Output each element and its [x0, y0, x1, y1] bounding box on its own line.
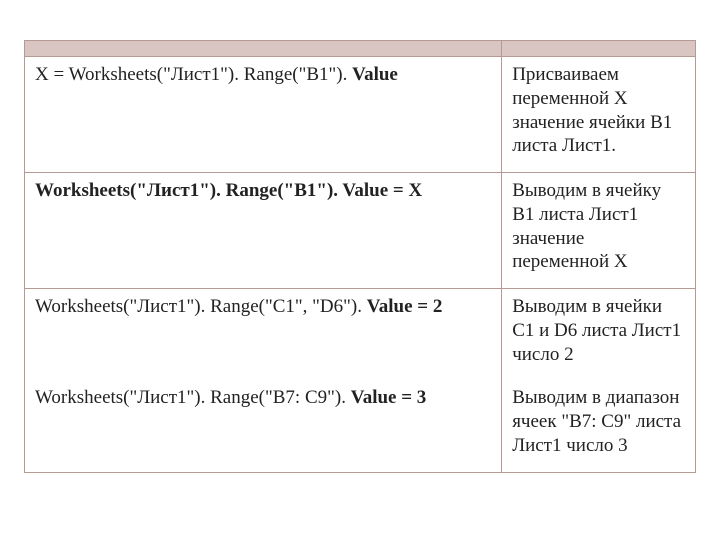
code-cell: Worksheets("Лист1"). Range("C1", "D6"). …: [25, 289, 502, 381]
header-cell-left: [25, 41, 502, 57]
code-cell: Worksheets("Лист1"). Range("B1"). Value …: [25, 173, 502, 289]
desc-cell: Выводим в диапазон ячеек "B7: C9" листа …: [502, 380, 696, 472]
table-header-row: [25, 41, 696, 57]
desc-cell: Присваиваем переменной X значение ячейки…: [502, 57, 696, 173]
table-row: Worksheets("Лист1"). Range("B7: C9"). Va…: [25, 380, 696, 472]
table-row: X = Worksheets("Лист1"). Range("B1"). Va…: [25, 57, 696, 173]
code-cell: Worksheets("Лист1"). Range("B7: C9"). Va…: [25, 380, 502, 472]
desc-cell: Выводим в ячейки C1 и D6 листа Лист1 чис…: [502, 289, 696, 381]
header-cell-right: [502, 41, 696, 57]
table-row: Worksheets("Лист1"). Range("C1", "D6"). …: [25, 289, 696, 381]
code-table: X = Worksheets("Лист1"). Range("B1"). Va…: [24, 40, 696, 473]
slide-content: X = Worksheets("Лист1"). Range("B1"). Va…: [24, 40, 696, 473]
code-cell: X = Worksheets("Лист1"). Range("B1"). Va…: [25, 57, 502, 173]
table-row: Worksheets("Лист1"). Range("B1"). Value …: [25, 173, 696, 289]
desc-cell: Выводим в ячейку B1 листа Лист1 значение…: [502, 173, 696, 289]
